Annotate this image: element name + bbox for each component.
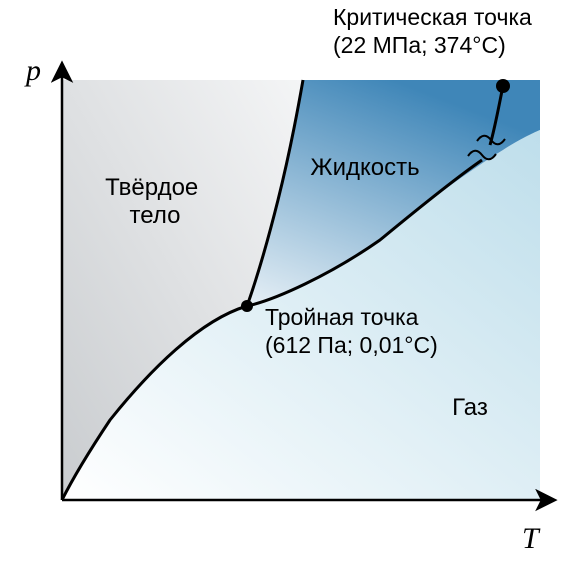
gas-label: Газ (452, 394, 488, 421)
phase-diagram: p T Твёрдое тело Жидкость Газ Тройная то… (0, 0, 575, 571)
critical-point (496, 79, 510, 93)
y-axis-label: p (24, 54, 41, 87)
x-axis-label: T (522, 522, 541, 555)
critical-point-label: Критическая точка (22 МПа; 374°C) (333, 4, 538, 58)
liquid-label: Жидкость (310, 154, 419, 181)
triple-point (241, 300, 253, 312)
